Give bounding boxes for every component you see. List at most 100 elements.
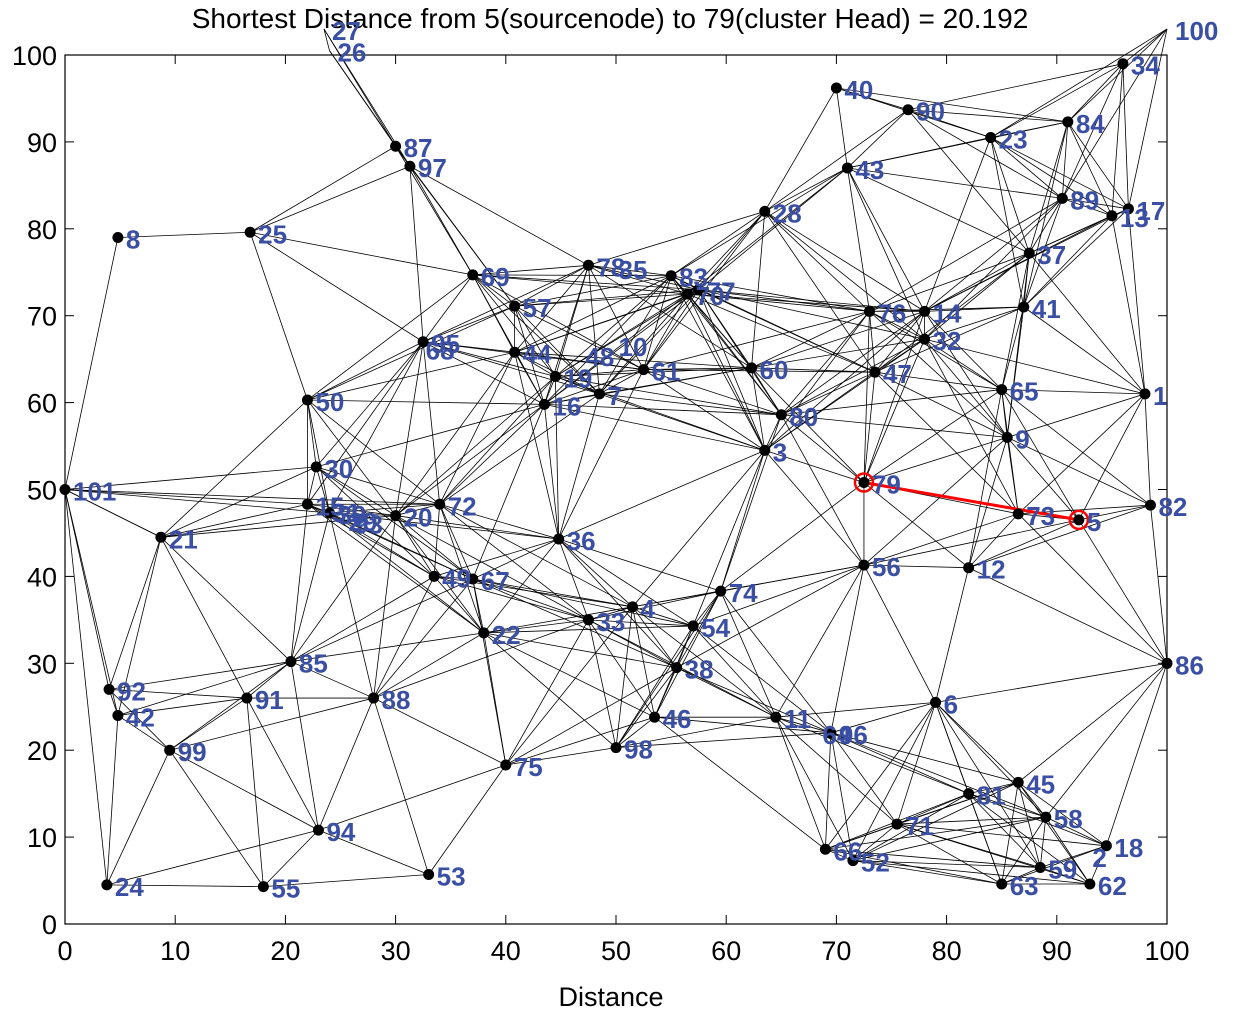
- edge-9-79: [863, 436, 1008, 483]
- edge-19-44: [514, 351, 556, 377]
- node-point-22: [478, 627, 490, 639]
- edge-61-95: [423, 341, 644, 370]
- node-label-94: 94: [326, 817, 355, 847]
- node-point-38: [671, 662, 683, 674]
- node-label-77: 77: [707, 277, 736, 307]
- edge-25-97: [249, 165, 411, 233]
- edge-6-96: [830, 702, 936, 734]
- edge-33-67: [472, 578, 589, 621]
- edge-58-96: [830, 732, 1046, 818]
- edge-37-47: [874, 252, 1030, 373]
- node-point-3: [759, 444, 771, 456]
- node-label-35: 35: [618, 255, 647, 285]
- edge-20-22: [395, 515, 485, 634]
- edge-16-30: [316, 403, 545, 468]
- y-tick-label: 0: [42, 910, 57, 940]
- edge-56-96: [830, 565, 865, 733]
- node-point-8: [112, 231, 124, 243]
- node-point-46: [649, 711, 661, 723]
- edge-58-66: [825, 816, 1046, 850]
- edge-14-79: [863, 311, 925, 483]
- edge-30-95: [315, 341, 424, 468]
- node-label-72: 72: [448, 491, 477, 521]
- node-label-101: 101: [73, 477, 116, 507]
- node-label-34: 34: [1131, 51, 1160, 81]
- edge-58-62: [1045, 816, 1091, 885]
- edge-57-61: [514, 305, 644, 370]
- node-point-39: [323, 507, 335, 519]
- node-point-95: [417, 336, 429, 348]
- edge-1-9: [1007, 393, 1146, 438]
- node-label-70: 70: [696, 281, 725, 311]
- edge-3-80: [764, 414, 782, 451]
- edge-45-59: [1017, 782, 1041, 868]
- edge-101-42: [64, 489, 119, 716]
- edge-52-96: [830, 732, 854, 861]
- edge-54-96: [692, 625, 832, 734]
- edge-61-77: [643, 289, 699, 370]
- edge-6-71: [896, 702, 936, 825]
- y-tick-label: 60: [27, 389, 57, 419]
- edge-91-99: [169, 697, 248, 751]
- edge-3-19: [555, 376, 765, 451]
- edge-18-81: [968, 793, 1107, 847]
- node-point-12: [963, 562, 975, 574]
- edge-101-39: [64, 489, 330, 514]
- edge-39-67: [329, 512, 473, 580]
- edge-16-83: [544, 275, 672, 405]
- edge-4-72: [439, 503, 633, 608]
- node-label-37: 37: [1037, 240, 1066, 270]
- edge-95-97: [409, 166, 424, 342]
- node-label-48: 48: [585, 342, 614, 372]
- node-point-56: [858, 559, 870, 571]
- node-label-52: 52: [861, 848, 890, 878]
- edge-52-58: [852, 816, 1046, 861]
- y-tick-label: 50: [27, 476, 57, 506]
- node-label-96: 96: [839, 720, 868, 750]
- node-point-60: [746, 362, 758, 374]
- edge-36-74: [558, 538, 721, 592]
- node-label-61: 61: [652, 357, 681, 387]
- node-label-5: 5: [1087, 507, 1101, 537]
- edge-3-36: [558, 450, 765, 540]
- edge-71-96: [830, 732, 898, 825]
- edge-6-81: [935, 702, 970, 794]
- edge-18-86: [1106, 663, 1168, 846]
- edge-21-50: [160, 399, 308, 538]
- edge-3-76: [764, 311, 870, 451]
- edge-6-59: [935, 702, 1041, 868]
- node-point-87: [390, 140, 402, 152]
- edge-39-85: [290, 512, 330, 662]
- edge-57-70: [514, 293, 688, 307]
- edge-44-78: [514, 265, 589, 353]
- edge-60-78: [588, 264, 752, 369]
- node-point-37: [1023, 247, 1035, 259]
- node-label-23: 23: [999, 125, 1028, 155]
- edge-50-57: [307, 305, 515, 401]
- edge-1-17: [1128, 208, 1146, 394]
- edge-55-94: [263, 829, 319, 887]
- edge-58-81: [968, 793, 1046, 818]
- edge-4-33: [588, 606, 633, 621]
- edge-30-72: [316, 466, 440, 505]
- edge-21-39: [160, 512, 330, 538]
- edge-61-69: [472, 274, 644, 370]
- edge-66-96: [824, 732, 832, 850]
- edge-23-89: [990, 137, 1063, 199]
- edge-21-92: [108, 537, 162, 690]
- edge-49-85: [290, 576, 435, 662]
- x-tick-label: 80: [932, 936, 962, 966]
- ticks-layer: 0 10 20 30 40 50 60 70 80 90 100 0 10 20 30 40 50 60 70 80 9…: [12, 41, 1190, 966]
- edge-92-99: [108, 689, 170, 751]
- edge-36-67: [472, 538, 559, 580]
- edge-54-67: [472, 578, 694, 627]
- edge-4-67: [472, 578, 633, 608]
- edge-20-39: [329, 512, 396, 516]
- edge-32-37: [924, 252, 1030, 340]
- edge-89-90: [907, 109, 1063, 199]
- node-point-63: [996, 878, 1008, 890]
- node-label-19: 19: [563, 364, 592, 394]
- edge-38-98: [615, 667, 677, 748]
- edge-18-58: [1045, 816, 1107, 847]
- node-label-76: 76: [877, 298, 906, 328]
